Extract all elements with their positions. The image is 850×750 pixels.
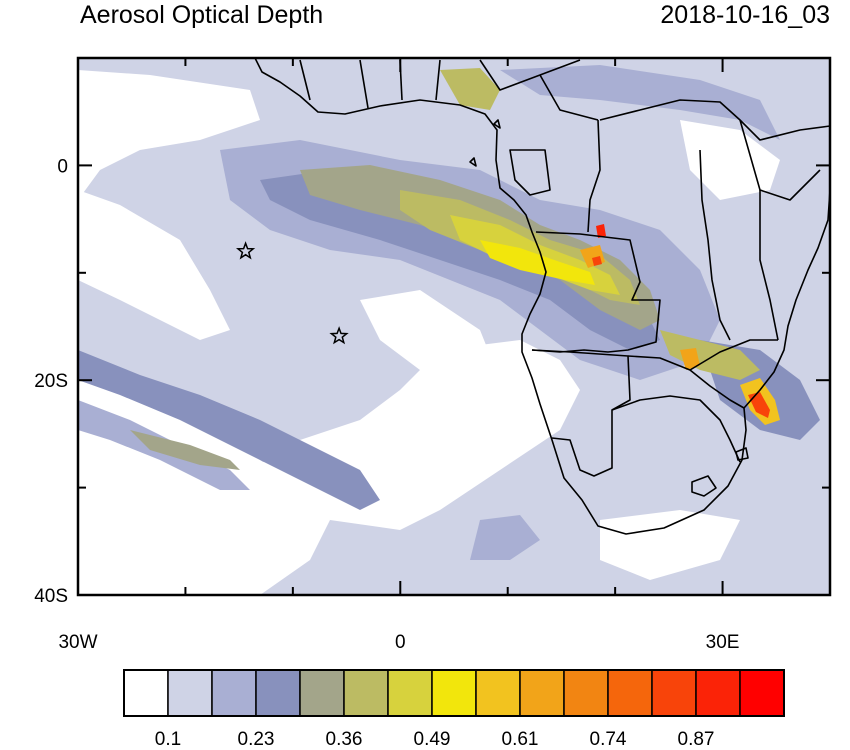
colorbar-label: 0.61 bbox=[502, 729, 539, 750]
colorbar-swatch bbox=[431, 669, 477, 717]
colorbar-swatch bbox=[167, 669, 213, 717]
colorbar-swatch bbox=[695, 669, 741, 717]
colorbar-swatch bbox=[299, 669, 345, 717]
colorbar-label: 0.23 bbox=[238, 729, 275, 750]
colorbar-label: 0.1 bbox=[155, 729, 181, 750]
colorbar-swatch bbox=[211, 669, 257, 717]
y-axis: 0 20S 40S bbox=[34, 57, 830, 607]
y-tick-label: 40S bbox=[34, 586, 68, 607]
colorbar-swatch bbox=[123, 669, 169, 717]
plot-timestamp: 2018-10-16_03 bbox=[660, 1, 830, 29]
aerosol-field bbox=[78, 58, 830, 595]
colorbar-swatch bbox=[255, 669, 301, 717]
colorbar-label: 0.87 bbox=[678, 729, 715, 750]
x-axis: 30W 0 30E bbox=[58, 58, 831, 653]
marker-layer bbox=[235, 241, 349, 345]
plot-frame bbox=[76, 56, 832, 597]
star-marker bbox=[235, 241, 256, 260]
colorbar-label: 0.36 bbox=[326, 729, 363, 750]
plot-title: Aerosol Optical Depth bbox=[80, 1, 324, 29]
star-marker bbox=[329, 326, 349, 345]
colorbar-swatch bbox=[343, 669, 389, 717]
colorbar-swatch bbox=[739, 669, 785, 717]
colorbar: 0.1 0.23 0.36 0.49 0.61 0.74 0.87 bbox=[123, 669, 785, 750]
colorbar-label: 0.49 bbox=[414, 729, 451, 750]
x-tick-label: 30E bbox=[706, 632, 740, 653]
colorbar-swatch bbox=[651, 669, 697, 717]
x-tick-label: 30W bbox=[58, 632, 97, 653]
colorbar-swatch bbox=[607, 669, 653, 717]
y-tick-label: 0 bbox=[57, 156, 68, 177]
colorbar-swatch bbox=[563, 669, 609, 717]
coastline bbox=[254, 58, 830, 535]
y-tick-label: 20S bbox=[34, 371, 68, 392]
colorbar-label: 0.74 bbox=[590, 729, 627, 750]
colorbar-frame bbox=[123, 669, 785, 717]
x-tick-label: 0 bbox=[395, 632, 406, 653]
colorbar-swatch bbox=[475, 669, 521, 717]
colorbar-swatch bbox=[519, 669, 565, 717]
colorbar-swatch bbox=[387, 669, 433, 717]
